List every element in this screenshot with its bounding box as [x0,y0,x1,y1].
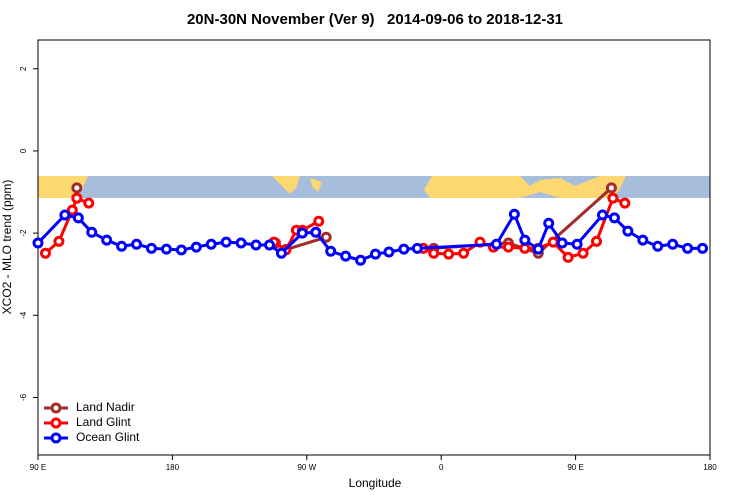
data-point [72,212,84,224]
y-tick-label: 0 [19,148,28,153]
data-point [59,209,71,221]
data-point [577,247,589,259]
y-axis-label: XCO2 - MLO trend (ppm) [0,180,14,315]
data-point [53,235,65,247]
x-tick-label: 180 [703,463,717,472]
data-point [667,238,679,250]
data-point [369,248,381,260]
data-point [652,240,664,252]
data-point [532,243,544,255]
data-point [116,240,128,252]
data-point [596,209,608,221]
legend-marker [50,417,62,429]
data-point [275,247,287,259]
data-point [383,246,395,258]
legend-marker [50,402,62,414]
data-point [101,234,113,246]
data-point [591,235,603,247]
data-point [263,239,275,251]
data-point [313,215,325,227]
data-point [411,242,423,254]
data-point [250,239,262,251]
data-point [458,247,470,259]
data-point [519,234,531,246]
data-point [39,247,51,259]
data-point [355,254,367,266]
x-tick-label: 180 [166,463,180,472]
x-tick-label: 90 W [297,463,316,472]
data-point [320,231,332,243]
data-point [622,225,634,237]
data-point [340,250,352,262]
data-point [562,251,574,263]
map-land [424,176,626,198]
data-point [543,217,555,229]
data-point [325,245,337,257]
data-point [83,197,95,209]
data-point [145,242,157,254]
data-point [296,227,308,239]
data-point [508,208,520,220]
data-point [131,238,143,250]
data-point [608,212,620,224]
data-point [32,237,44,249]
legend-label: Land Nadir [76,400,135,414]
data-point [86,226,98,238]
data-point [175,244,187,256]
data-point [220,236,232,248]
data-point [310,226,322,238]
data-point [66,204,78,216]
x-tick-label: 90 E [30,463,46,472]
legend-marker [50,432,62,444]
data-point [619,197,631,209]
data-point [398,243,410,255]
legend-label: Land Glint [76,415,131,429]
data-point [502,241,514,253]
y-tick-label: -6 [19,393,28,401]
data-point [71,182,83,194]
data-point [71,192,83,204]
data-point [605,182,617,194]
map-land [310,178,322,192]
x-tick-label: 0 [439,463,444,472]
data-point [547,236,559,248]
y-tick-label: 2 [19,66,28,71]
data-point [607,192,619,204]
y-tick-label: -2 [19,229,28,237]
x-axis-label: Longitude [349,476,402,490]
data-point [490,238,502,250]
data-point [556,237,568,249]
data-point [637,234,649,246]
map-land [272,176,300,194]
data-point [697,242,709,254]
y-tick-label: -4 [19,311,28,319]
data-point [682,242,694,254]
x-tick-label: 90 E [567,463,583,472]
data-point [428,247,440,259]
data-point [571,238,583,250]
legend-label: Ocean Glint [76,430,140,444]
data-point [205,238,217,250]
data-point [190,241,202,253]
chart-title: 20N-30N November (Ver 9) 2014-09-06 to 2… [187,11,563,28]
data-point [160,243,172,255]
map-band [38,176,710,198]
data-point [443,248,455,260]
data-point [235,237,247,249]
